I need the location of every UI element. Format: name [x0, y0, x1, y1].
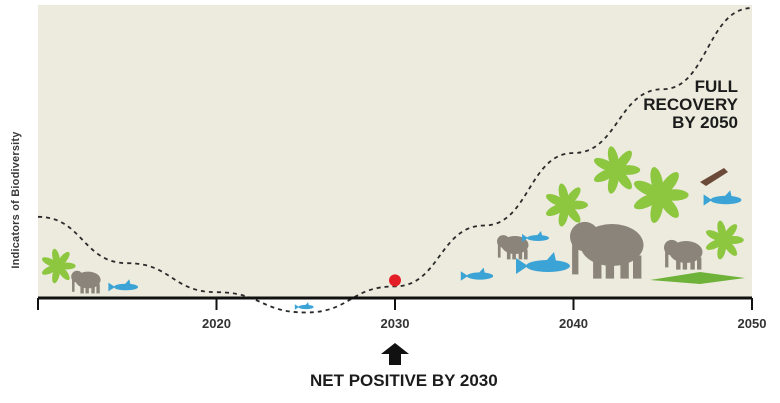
wildlife-illustrations: [41, 146, 745, 310]
net-positive-callout: NET POSITIVE BY 2030: [310, 371, 498, 390]
x-tick-label: 2030: [381, 316, 410, 331]
y-axis-label-text: Indicators of Biodiversity: [10, 131, 22, 269]
fish-icon: [108, 279, 139, 292]
full-recovery-line-1: FULL: [694, 77, 738, 96]
elephant-icon: [570, 221, 644, 279]
plant-icon: [705, 220, 744, 260]
full-recovery-line-2: RECOVERY: [643, 94, 738, 114]
fish-icon: [294, 302, 314, 310]
plant-icon: [41, 248, 76, 284]
fish-icon: [460, 267, 494, 281]
plant-icon: [545, 183, 588, 227]
x-ticks: 2020 2030 2040 2050: [37, 298, 767, 331]
net-positive-marker: [389, 274, 401, 287]
elephant-icon: [497, 235, 529, 260]
elephant-icon: [664, 239, 703, 270]
plant-icon: [593, 146, 641, 194]
x-tick-label: 2040: [559, 316, 588, 331]
y-axis-label: Indicators of Biodiversity: [6, 120, 26, 280]
elephant-icon: [71, 270, 101, 294]
x-tick-label: 2050: [738, 316, 767, 331]
plot-background: [38, 5, 752, 298]
fish-icon: [522, 231, 549, 242]
fish-icon: [703, 190, 742, 206]
up-arrow-icon: [381, 343, 409, 365]
bird-icon: [700, 168, 728, 186]
crocodile-icon: [650, 272, 745, 284]
fish-icon: [516, 252, 570, 274]
full-recovery-callout: FULL RECOVERY BY 2050: [643, 78, 738, 132]
plant-icon: [633, 167, 689, 223]
x-tick-label: 2020: [202, 316, 231, 331]
full-recovery-line-3: BY 2050: [672, 112, 738, 132]
